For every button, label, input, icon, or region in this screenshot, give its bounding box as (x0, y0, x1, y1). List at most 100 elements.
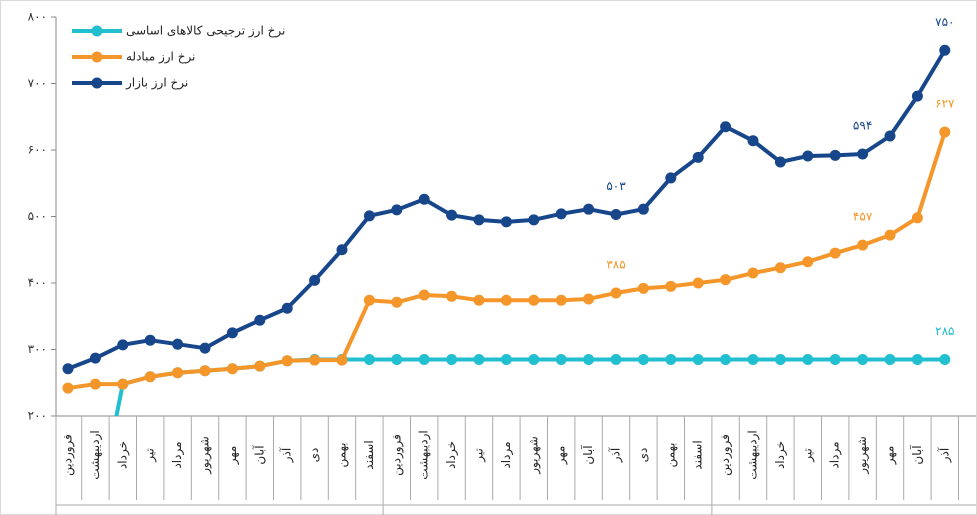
legend-label: نرخ ارز مبادله (126, 50, 195, 65)
point (747, 267, 759, 279)
point (583, 293, 595, 305)
x-tick-label: شهریور (855, 436, 870, 475)
point (117, 378, 129, 390)
point (884, 130, 896, 142)
x-tick-label: آذر (279, 447, 295, 463)
point (473, 353, 485, 365)
point (528, 353, 540, 365)
point (336, 244, 348, 256)
point (829, 353, 841, 365)
x-tick-label: آبان (251, 445, 266, 465)
point (857, 148, 869, 160)
plot-area (62, 44, 951, 416)
x-tick-label: فروردین (61, 434, 76, 476)
point (939, 353, 951, 365)
y-tick-label: ۷۰۰ (28, 76, 47, 90)
x-tick-label: اردیبهشت (417, 430, 432, 479)
x-tick-label: دی (307, 448, 321, 463)
x-tick-label: خرداد (115, 441, 130, 469)
point (802, 256, 814, 268)
x-tick-label: بهمن (663, 443, 678, 468)
point (802, 353, 814, 365)
point (555, 353, 567, 365)
point (610, 353, 622, 365)
x-tick-label: آذر (936, 447, 952, 463)
point (281, 355, 293, 367)
legend-marker (91, 51, 103, 63)
x-tick-label: مرداد (828, 441, 843, 468)
y-tick-label: ۸۰۰ (28, 10, 47, 24)
data-label: ۳۸۵ (606, 257, 625, 271)
point (857, 239, 869, 251)
x-tick-label: دی (636, 448, 650, 463)
point (254, 314, 266, 326)
point (500, 353, 512, 365)
point (363, 210, 375, 222)
point (774, 262, 786, 274)
point (665, 280, 677, 292)
point (939, 44, 951, 56)
x-tick-label: آبان (580, 445, 595, 465)
x-tick-label: تیر (472, 448, 487, 463)
point (939, 126, 951, 138)
point (692, 353, 704, 365)
data-label: ۵۰۳ (606, 179, 626, 193)
point (637, 282, 649, 294)
x-tick-label: مهر (554, 446, 569, 466)
y-tick-label: ۲۰۰ (28, 409, 47, 423)
point (829, 149, 841, 161)
x-tick-label: اردیبهشت (88, 430, 103, 479)
point (720, 353, 732, 365)
point (363, 294, 375, 306)
x-tick-label: مهر (225, 446, 240, 466)
x-tick-label: فروردین (389, 434, 404, 476)
point (911, 212, 923, 224)
point (117, 339, 129, 351)
point (911, 90, 923, 102)
point (720, 121, 732, 133)
point (500, 216, 512, 228)
point (774, 353, 786, 365)
point (829, 247, 841, 259)
point (172, 338, 184, 350)
y-tick-label: ۶۰۰ (28, 143, 47, 157)
point (802, 150, 814, 162)
point (446, 353, 458, 365)
x-tick-label: اردیبهشت (746, 430, 761, 479)
point (144, 334, 156, 346)
point (500, 294, 512, 306)
point (418, 289, 430, 301)
point (418, 193, 430, 205)
y-tick-label: ۵۰۰ (28, 209, 47, 223)
point (473, 214, 485, 226)
point (692, 277, 704, 289)
point (610, 209, 622, 221)
point (281, 302, 293, 314)
point (473, 294, 485, 306)
point (747, 353, 759, 365)
data-label: ۶۲۷ (935, 97, 955, 111)
point (144, 371, 156, 383)
point (884, 229, 896, 241)
legend-marker (91, 25, 103, 37)
x-tick-label: خرداد (444, 441, 459, 469)
x-tick-label: اسفند (691, 440, 705, 469)
point (226, 327, 238, 339)
point (62, 363, 74, 375)
point (692, 151, 704, 163)
point (637, 353, 649, 365)
point (89, 378, 101, 390)
point (446, 209, 458, 221)
x-tick-label: آذر (608, 447, 624, 463)
x-tick-label: شهریور (198, 436, 213, 475)
point (637, 203, 649, 215)
data-label: ۲۸۵ (935, 324, 954, 338)
point (884, 353, 896, 365)
point (555, 208, 567, 220)
point (747, 135, 759, 147)
data-label: ۴۵۷ (853, 210, 873, 224)
point (583, 353, 595, 365)
point (610, 287, 622, 299)
